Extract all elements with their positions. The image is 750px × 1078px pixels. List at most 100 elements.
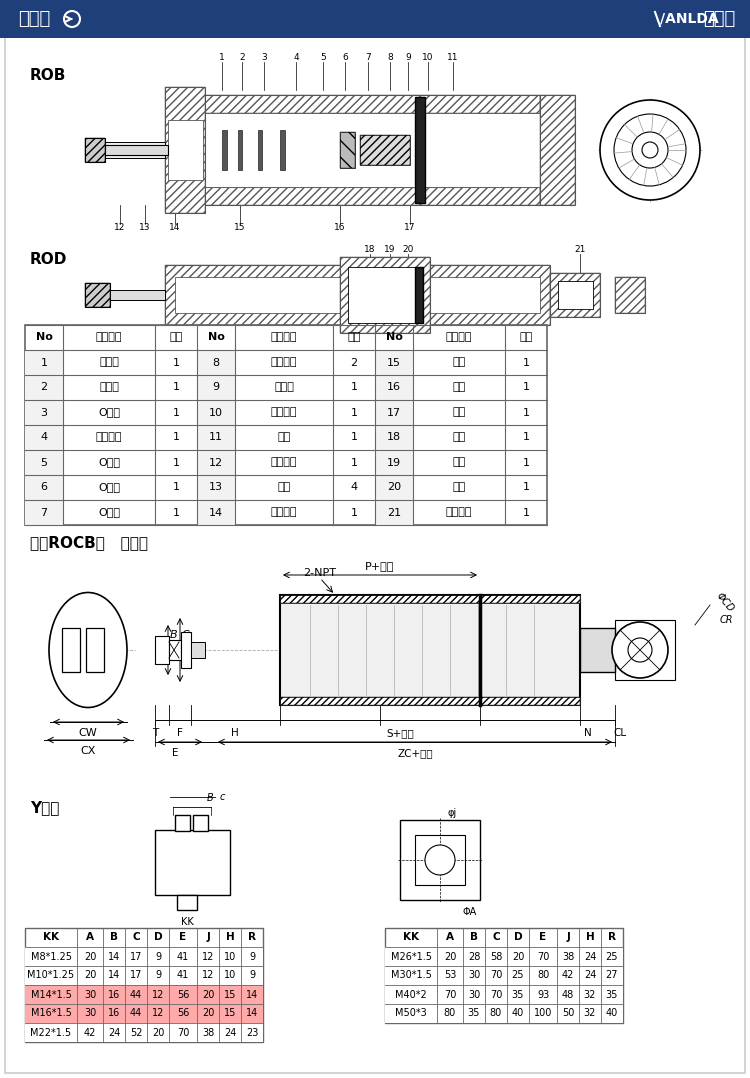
Bar [25,350,63,375]
Text: 35: 35 [512,990,524,999]
Bar [615,620,675,680]
Text: 17: 17 [404,223,416,233]
Text: 19: 19 [387,457,401,468]
Text: 20: 20 [444,952,456,962]
Text: M22*1.5: M22*1.5 [31,1027,71,1037]
Text: 1: 1 [172,432,179,442]
Bar [25,425,63,450]
Text: C: C [492,932,500,942]
Bar [415,267,423,323]
Bar [615,277,645,313]
Text: 30: 30 [84,990,96,999]
Text: 1: 1 [523,457,530,468]
Bar [165,265,550,324]
Bar [222,130,227,170]
Bar [375,375,413,400]
Text: 11: 11 [209,432,223,442]
Text: 41: 41 [177,970,189,981]
Text: 20: 20 [402,246,414,254]
Text: E: E [539,932,547,942]
Bar [25,500,63,525]
Text: 38: 38 [562,952,574,962]
Bar [25,1004,263,1023]
Bar [375,475,413,500]
Text: 1: 1 [350,508,358,517]
Bar [558,281,593,309]
Text: 42: 42 [84,1027,96,1037]
Text: 20: 20 [202,1009,214,1019]
Text: 20: 20 [152,1027,164,1037]
Text: 9: 9 [155,970,161,981]
Bar [85,138,105,162]
Bar [85,284,110,307]
Bar [375,500,413,525]
Bar [415,97,425,203]
Text: 轴用油封: 轴用油封 [96,432,122,442]
Text: 70: 70 [490,990,502,999]
Circle shape [600,100,700,201]
Text: 48: 48 [562,990,574,999]
Text: 2: 2 [350,358,358,368]
Text: 20: 20 [84,952,96,962]
Text: 2-NPT: 2-NPT [304,568,337,578]
Text: 5: 5 [320,54,326,63]
Text: 70: 70 [537,952,549,962]
Text: 1: 1 [523,483,530,493]
Text: 44: 44 [130,990,142,999]
Text: 1: 1 [350,407,358,417]
Text: 12: 12 [114,223,126,233]
Text: 9: 9 [249,952,255,962]
Text: F: F [177,728,183,738]
Text: 10: 10 [224,970,236,981]
Text: 1: 1 [172,457,179,468]
Bar [280,595,580,603]
Text: 14: 14 [246,1009,258,1019]
Text: 1: 1 [219,54,225,63]
Text: 17: 17 [130,952,142,962]
Text: 41: 41 [177,952,189,962]
Text: 35: 35 [606,990,618,999]
Bar [165,87,205,213]
Bar [197,475,235,500]
Text: 磁石: 磁石 [452,457,466,468]
Bar [181,632,191,668]
Text: 缸筒: 缸筒 [452,358,466,368]
Bar [25,928,263,1042]
Text: 50: 50 [562,1009,574,1019]
Bar [197,350,235,375]
Text: 活塞: 活塞 [452,483,466,493]
Text: B: B [206,793,213,803]
Text: 1: 1 [172,483,179,493]
Bar [200,95,540,113]
Text: 93: 93 [537,990,549,999]
Text: 80: 80 [444,1009,456,1019]
Text: 21: 21 [387,508,401,517]
Bar [385,928,623,1023]
Bar [197,375,235,400]
Text: 13: 13 [140,223,151,233]
Text: No: No [386,332,403,343]
Bar [200,95,540,113]
Text: 4: 4 [293,54,298,63]
Bar [25,400,63,425]
Text: T: T [152,728,158,738]
Bar [168,120,203,180]
Bar [25,450,63,475]
Bar [550,273,600,317]
Bar [175,277,540,313]
Text: 27: 27 [606,970,618,981]
Text: 4: 4 [40,432,47,442]
Text: 53: 53 [444,970,456,981]
Text: 数量: 数量 [170,332,183,343]
Text: 56: 56 [177,1009,189,1019]
Bar [197,450,235,475]
Text: 数量: 数量 [519,332,532,343]
Text: ROD: ROD [30,252,68,267]
Text: P+行程: P+行程 [365,561,394,571]
Bar [197,400,235,425]
Text: B: B [470,932,478,942]
Bar [400,820,480,900]
Text: 24: 24 [584,952,596,962]
Text: 24: 24 [108,1027,120,1037]
Bar [550,273,600,317]
